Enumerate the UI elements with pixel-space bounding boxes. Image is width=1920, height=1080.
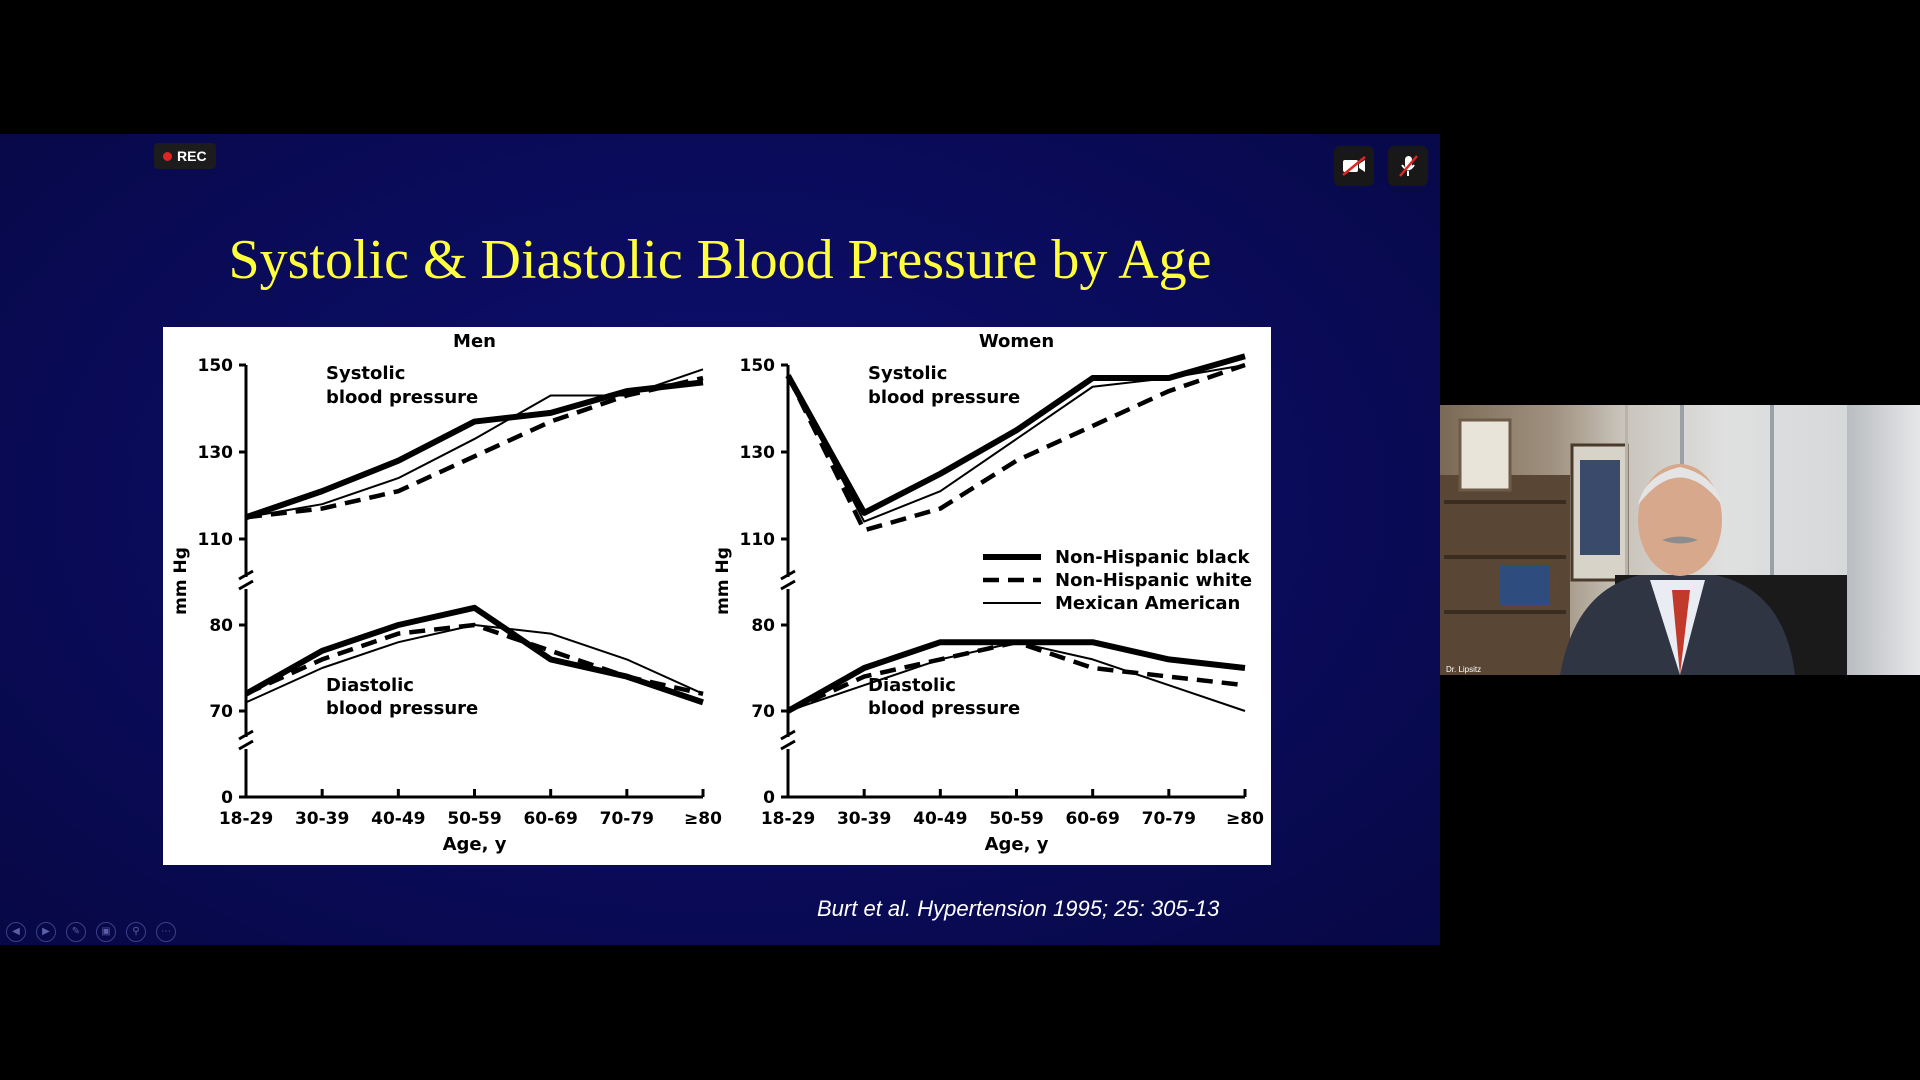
slide-title: Systolic & Diastolic Blood Pressure by A…	[228, 229, 1212, 291]
panel-1-y-tick-label-150: 150	[198, 356, 234, 376]
zoom-icon[interactable]: ⚲	[126, 922, 146, 942]
panel-1-annotation-diastolic: Diastolic	[326, 675, 414, 696]
panel-1-y-tick-label-110: 110	[198, 530, 234, 550]
panel-1-axis-break-0-a	[238, 569, 254, 581]
citation: Burt et al. Hypertension 1995; 25: 305-1…	[817, 896, 1220, 921]
panel-2-annotation-systolic-sub: blood pressure	[868, 387, 1020, 408]
panel-2-x-tick-label-2: 40-49	[913, 809, 967, 829]
panel-1-axis-break-1-a	[238, 729, 254, 741]
mic-off-button[interactable]	[1388, 146, 1428, 186]
panel-2-series-3-systolic-line	[787, 364, 1246, 523]
panel-1-series-3-diastolic-line	[245, 624, 704, 704]
panel-2-y-tick-label-80: 80	[751, 616, 775, 636]
panel-2-y-tick-label-0: 0	[763, 788, 775, 808]
panel-2-y-axis-label: mm Hg	[713, 547, 733, 615]
recording-badge: REC	[154, 143, 216, 169]
panel-2-axis-break-1-b	[780, 739, 796, 751]
video-frame	[1440, 405, 1847, 675]
panel-1-series-3-systolic-line	[245, 368, 704, 519]
participant-name: Dr. Lipsitz	[1446, 665, 1482, 674]
panel-2-series-2-systolic-line	[785, 362, 1246, 533]
panel-2-y-tick-label-70: 70	[751, 702, 775, 722]
panel-2-axis-break-0-a	[780, 569, 796, 581]
camera-off-icon	[1342, 156, 1366, 176]
panel-2-annotation-diastolic: Diastolic	[868, 675, 956, 696]
panel-1-x-tick-label-6: ≥80	[684, 809, 722, 829]
panel-1-x-tick-label-1: 30-39	[295, 809, 349, 829]
panel-1-annotation-systolic-sub: blood pressure	[326, 387, 478, 408]
panel-2-x-axis-label: Age, y	[985, 834, 1049, 855]
panel-2-series-3-diastolic-line	[787, 641, 1246, 712]
panel-1-x-tick-label-5: 70-79	[600, 809, 654, 829]
panel-1-series-1-systolic-line	[245, 379, 704, 521]
legend-label-2: Non-Hispanic white	[1055, 570, 1252, 591]
panel-2-x-tick-label-6: ≥80	[1226, 809, 1264, 829]
panel-2-y-tick-label-130: 130	[740, 443, 776, 463]
legend-label-1: Non-Hispanic black	[1055, 547, 1250, 568]
mic-off-icon	[1399, 155, 1418, 177]
panel-2-x-tick-label-1: 30-39	[837, 809, 891, 829]
record-dot-icon	[163, 151, 172, 161]
panel-2-axis-break-0-b	[780, 579, 796, 591]
panel-2-x-tick-label-4: 60-69	[1065, 809, 1119, 829]
panel-1-y-axis-label: mm Hg	[171, 547, 191, 615]
camera-off-button[interactable]	[1334, 146, 1374, 186]
prev-icon[interactable]: ◀	[6, 922, 26, 942]
panel-1-y-tick-label-130: 130	[198, 443, 234, 463]
panel-1-x-tick-label-0: 18-29	[219, 809, 273, 829]
panel-2-x-tick-label-0: 18-29	[761, 809, 815, 829]
panel-1-x-tick-label-2: 40-49	[371, 809, 425, 829]
chart-panel: Men 0 70 80 110 130 150 18-29 30-39 40-49 50-59 60-…	[163, 327, 1271, 865]
panel-1-axis-break-0-b	[238, 579, 254, 591]
pen-icon[interactable]: ✎	[66, 922, 86, 942]
panel-1-y-tick-label-80: 80	[209, 616, 233, 636]
panel-2-annotation-systolic: Systolic	[868, 363, 947, 384]
panel-2-title: Women	[979, 331, 1054, 352]
panel-2-annotation-diastolic-sub: blood pressure	[868, 698, 1020, 719]
panel-1-series-2-diastolic-line	[245, 622, 704, 696]
panel-1-annotation-systolic: Systolic	[326, 363, 405, 384]
next-icon[interactable]: ▶	[36, 922, 56, 942]
bp-chart: Men 0 70 80 110 130 150 18-29 30-39 40-49 50-59 60-…	[171, 331, 1264, 855]
panel-1-y-tick-label-70: 70	[209, 702, 233, 722]
panel-1-x-tick-label-4: 60-69	[523, 809, 577, 829]
panel-1-series-1-diastolic-line	[244, 604, 704, 706]
panel-2-axis-break-1-a	[780, 729, 796, 741]
second-video-tile	[1847, 405, 1920, 675]
copy-icon[interactable]: ▣	[96, 922, 116, 942]
panel-1-x-tick-label-3: 50-59	[447, 809, 501, 829]
participant-video	[1440, 405, 1847, 675]
panel-2-x-tick-label-5: 70-79	[1142, 809, 1196, 829]
more-icon[interactable]: ⋯	[156, 922, 176, 942]
panel-2-x-tick-label-3: 50-59	[989, 809, 1043, 829]
panel-1-x-axis-label: Age, y	[443, 834, 507, 855]
rec-label: REC	[177, 148, 207, 164]
panel-2-y-tick-label-110: 110	[740, 530, 776, 550]
slide-toolbar: ◀ ▶ ✎ ▣ ⚲ ⋯	[6, 922, 176, 942]
panel-1-y-tick-label-0: 0	[221, 788, 233, 808]
panel-1-title: Men	[453, 331, 496, 352]
panel-1-annotation-diastolic-sub: blood pressure	[326, 698, 478, 719]
legend-label-3: Mexican American	[1055, 593, 1240, 614]
panel-2-y-tick-label-150: 150	[740, 356, 776, 376]
panel-2-series-1-systolic-line	[785, 353, 1246, 516]
panel-1-axis-break-1-b	[238, 739, 254, 751]
